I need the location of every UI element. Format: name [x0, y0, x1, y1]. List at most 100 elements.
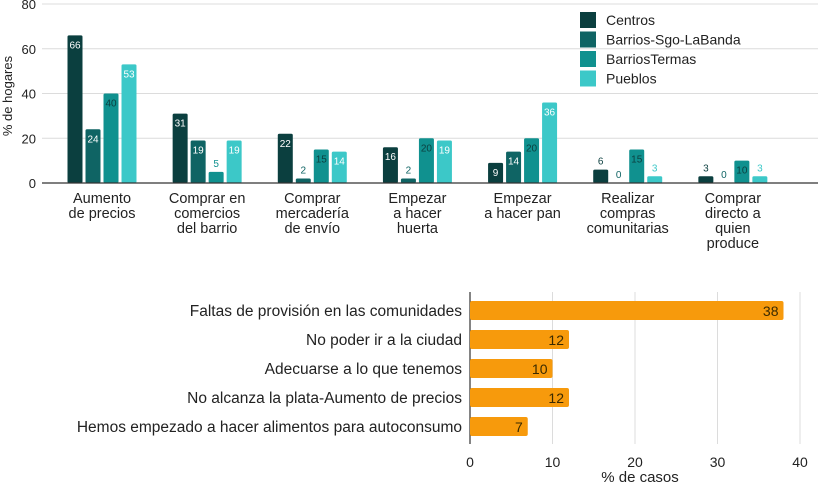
bar	[524, 138, 540, 183]
bar	[752, 176, 768, 183]
data-label: 2	[301, 166, 307, 177]
bar	[734, 160, 750, 183]
x-tick-label: 20	[627, 454, 643, 470]
category-label-line: huerta	[397, 221, 439, 237]
bar	[400, 178, 416, 183]
y-tick-label: 80	[22, 0, 36, 12]
category-label-line: comercios	[174, 206, 240, 222]
legend-label: Centros	[606, 12, 655, 28]
bar	[313, 149, 329, 183]
category-label-line: de envío	[284, 221, 340, 237]
bar	[542, 102, 558, 183]
data-label: 19	[193, 145, 205, 156]
y-tick-label: 40	[22, 87, 36, 102]
legend-label: Barrios-Sgo-LaBanda	[606, 32, 741, 48]
bar	[470, 417, 528, 436]
data-label: 40	[105, 99, 117, 110]
data-label: 19	[439, 145, 451, 156]
data-label: 10	[532, 361, 548, 377]
data-label: 53	[123, 69, 135, 80]
bar	[172, 113, 188, 183]
y-tick-label: 20	[22, 131, 36, 146]
category-label: Comprar directo a quien produce	[705, 191, 762, 252]
data-label: 2	[406, 166, 412, 177]
bar	[277, 133, 293, 183]
x-tick-label: 10	[545, 454, 561, 470]
data-label: 14	[334, 157, 346, 168]
y-category-labels: Faltas de provisión en las comunidades No…	[77, 303, 462, 436]
data-label: 66	[69, 40, 81, 51]
bar	[418, 138, 434, 183]
data-label: 15	[631, 154, 643, 165]
data-label: 16	[385, 152, 397, 163]
y-tick-label: 0	[29, 176, 36, 191]
category-label-line: Comprar en	[169, 191, 246, 207]
x-gridlines	[552, 292, 801, 444]
data-label: 22	[280, 139, 292, 150]
category-label: Adecuarse a lo que tenemos	[265, 361, 463, 378]
category-label: Empezar a hacer huerta	[388, 191, 446, 237]
data-label: 12	[548, 332, 564, 348]
bar	[698, 176, 714, 183]
category-label-line: de precios	[69, 206, 136, 222]
data-label: 14	[508, 157, 520, 168]
y-axis-title: % de hogares	[0, 55, 15, 136]
category-label-line: mercadería	[276, 206, 350, 222]
data-label: 9	[493, 168, 499, 179]
x-tick-label: 0	[466, 454, 474, 470]
category-label-line: produce	[707, 236, 759, 252]
bar	[190, 140, 206, 183]
legend-label: BarriosTermas	[606, 51, 696, 67]
bar	[121, 64, 137, 183]
legend-swatch	[580, 12, 596, 28]
data-label: 3	[652, 163, 658, 174]
bar	[470, 359, 553, 378]
category-label-line: Empezar	[494, 191, 552, 207]
category-label-line: compras	[600, 206, 656, 222]
bar	[103, 93, 119, 183]
category-label-line: comunitarias	[587, 221, 669, 237]
category-label: No alcanza la plata-Aumento de precios	[187, 390, 462, 407]
legend-swatch	[580, 70, 596, 87]
bar	[488, 162, 504, 183]
data-label: 20	[526, 143, 538, 154]
data-label: 15	[316, 154, 328, 165]
bar	[85, 129, 101, 183]
data-label: 10	[736, 166, 748, 177]
data-label: 38	[763, 303, 779, 319]
data-label: 7	[515, 419, 523, 435]
bar	[470, 301, 784, 320]
y-gridlines	[42, 3, 818, 139]
category-label: Hemos empezado a hacer alimentos para au…	[77, 419, 462, 436]
category-label-line: del barrio	[177, 221, 237, 237]
category-label-line: a hacer pan	[484, 206, 561, 222]
x-axis-title: % de casos	[601, 469, 679, 486]
data-label: 3	[703, 163, 709, 174]
category-label: Aumento de precios	[69, 191, 136, 222]
category-label-line: Comprar	[284, 191, 341, 207]
legend-swatch	[580, 51, 596, 67]
category-label-line: Empezar	[388, 191, 446, 207]
x-category-labels: Aumento de precios Comprar en comercios del …	[69, 191, 762, 252]
bar	[470, 388, 569, 407]
data-label: 0	[616, 170, 622, 181]
category-label-line: a hacer	[393, 206, 442, 222]
data-label: 19	[229, 145, 241, 156]
x-tick-label: 40	[792, 454, 808, 470]
category-label-line: directo a	[705, 206, 762, 222]
data-label: 0	[721, 170, 727, 181]
data-label: 24	[87, 134, 99, 145]
category-label-line: Realizar	[601, 191, 654, 207]
category-label: No poder ir a la ciudad	[306, 332, 462, 349]
bar	[629, 149, 645, 183]
category-label-line: Comprar	[705, 191, 762, 207]
bar	[67, 35, 83, 184]
bar	[295, 178, 311, 183]
category-label: Comprar en comercios del barrio	[169, 191, 246, 237]
category-label: Realizar compras comunitarias	[587, 191, 669, 237]
category-label-line: quien	[715, 221, 750, 237]
y-tick-labels: 0 20 40 60 80	[22, 0, 36, 191]
data-label: 6	[598, 157, 604, 168]
